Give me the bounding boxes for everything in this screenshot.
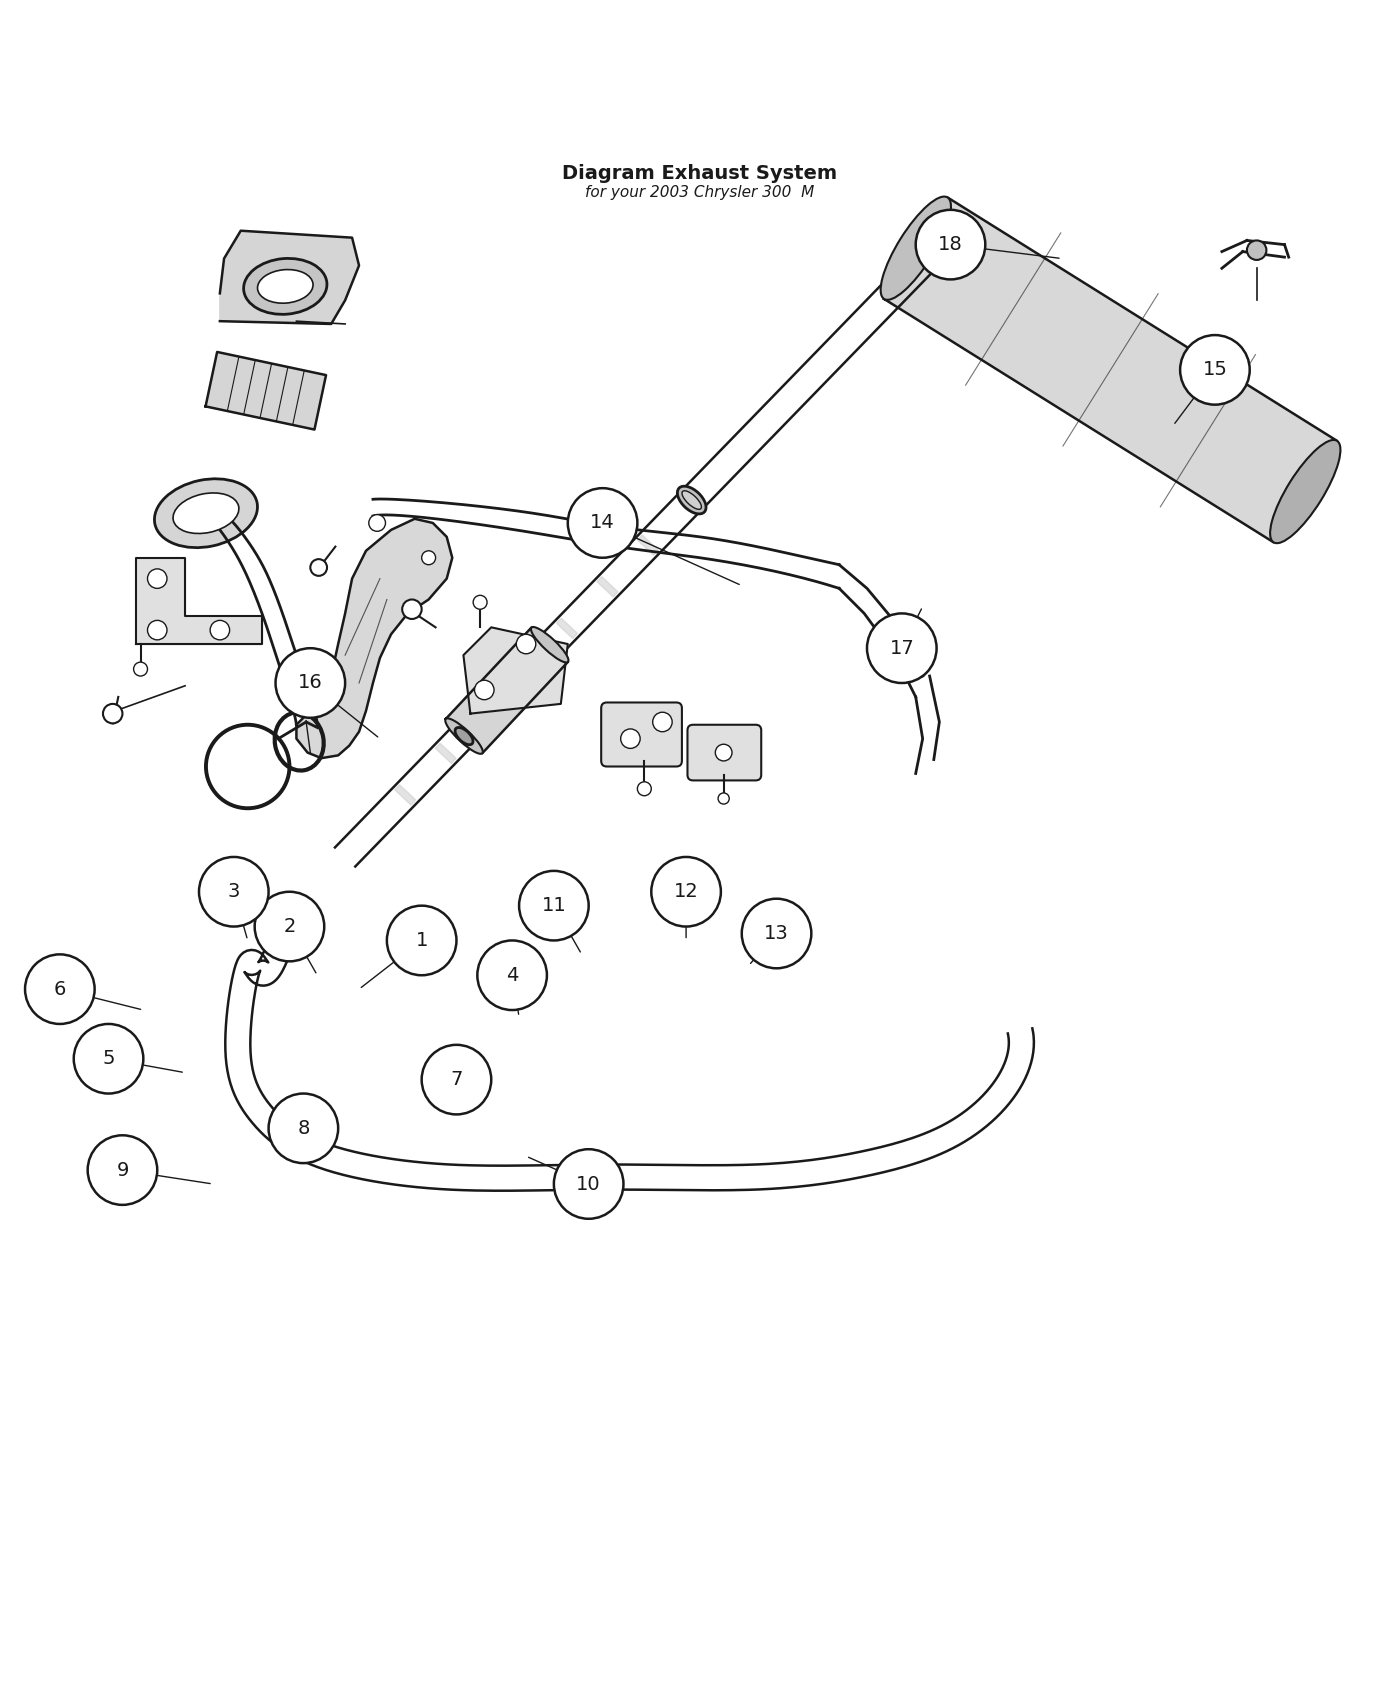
Ellipse shape <box>174 493 239 534</box>
Text: 6: 6 <box>53 979 66 998</box>
Circle shape <box>554 1149 623 1219</box>
Ellipse shape <box>244 258 328 314</box>
Text: 3: 3 <box>228 882 239 901</box>
Polygon shape <box>220 231 358 325</box>
Circle shape <box>651 857 721 926</box>
FancyBboxPatch shape <box>601 702 682 767</box>
Polygon shape <box>297 518 452 758</box>
FancyBboxPatch shape <box>687 724 762 780</box>
Text: 4: 4 <box>505 966 518 984</box>
Circle shape <box>74 1023 143 1093</box>
Ellipse shape <box>154 479 258 547</box>
Circle shape <box>742 899 812 969</box>
Ellipse shape <box>881 197 951 299</box>
Circle shape <box>210 620 230 639</box>
Polygon shape <box>883 197 1337 542</box>
Ellipse shape <box>455 728 473 745</box>
Circle shape <box>269 1093 339 1163</box>
Circle shape <box>421 551 435 564</box>
Circle shape <box>637 782 651 796</box>
Circle shape <box>402 600 421 619</box>
Text: 9: 9 <box>116 1161 129 1180</box>
Circle shape <box>718 792 729 804</box>
Circle shape <box>1247 240 1267 260</box>
Text: 18: 18 <box>938 235 963 253</box>
Ellipse shape <box>1270 440 1340 544</box>
Text: 15: 15 <box>1203 360 1228 379</box>
Circle shape <box>311 559 328 576</box>
Text: 7: 7 <box>451 1069 462 1090</box>
Circle shape <box>386 906 456 976</box>
Circle shape <box>255 892 325 960</box>
Text: 8: 8 <box>297 1119 309 1137</box>
Circle shape <box>368 515 385 532</box>
Circle shape <box>517 634 536 654</box>
Polygon shape <box>596 576 617 597</box>
Text: 17: 17 <box>889 639 914 658</box>
Polygon shape <box>206 352 326 430</box>
Polygon shape <box>637 536 658 556</box>
Text: 14: 14 <box>591 513 615 532</box>
Text: 13: 13 <box>764 925 790 944</box>
Circle shape <box>568 488 637 558</box>
Polygon shape <box>395 785 416 806</box>
Circle shape <box>620 729 640 748</box>
Circle shape <box>147 620 167 639</box>
Circle shape <box>88 1136 157 1205</box>
Polygon shape <box>517 660 538 680</box>
Ellipse shape <box>445 719 483 753</box>
Polygon shape <box>557 619 578 639</box>
Circle shape <box>473 595 487 609</box>
Text: 12: 12 <box>673 882 699 901</box>
Circle shape <box>916 209 986 279</box>
Circle shape <box>104 704 122 724</box>
Text: 5: 5 <box>102 1049 115 1068</box>
Circle shape <box>519 870 588 940</box>
Circle shape <box>133 661 147 677</box>
Polygon shape <box>463 627 568 714</box>
Ellipse shape <box>682 491 701 510</box>
Text: 1: 1 <box>416 932 428 950</box>
Polygon shape <box>445 627 568 753</box>
Circle shape <box>652 712 672 731</box>
Circle shape <box>25 954 95 1023</box>
Circle shape <box>475 680 494 700</box>
Text: 16: 16 <box>298 673 323 692</box>
Ellipse shape <box>258 270 314 303</box>
Polygon shape <box>136 558 262 644</box>
Ellipse shape <box>678 486 706 513</box>
Polygon shape <box>476 702 497 722</box>
Polygon shape <box>435 743 456 763</box>
Circle shape <box>199 857 269 926</box>
Circle shape <box>715 745 732 762</box>
Text: 10: 10 <box>577 1175 601 1193</box>
Text: for your 2003 Chrysler 300  M: for your 2003 Chrysler 300 M <box>585 185 815 201</box>
Ellipse shape <box>531 627 568 663</box>
Circle shape <box>276 648 346 717</box>
Text: Diagram Exhaust System: Diagram Exhaust System <box>563 163 837 184</box>
Text: 11: 11 <box>542 896 566 915</box>
Circle shape <box>147 570 167 588</box>
Circle shape <box>867 614 937 683</box>
Circle shape <box>1180 335 1250 405</box>
Circle shape <box>421 1046 491 1115</box>
Text: 2: 2 <box>283 916 295 937</box>
Circle shape <box>477 940 547 1010</box>
